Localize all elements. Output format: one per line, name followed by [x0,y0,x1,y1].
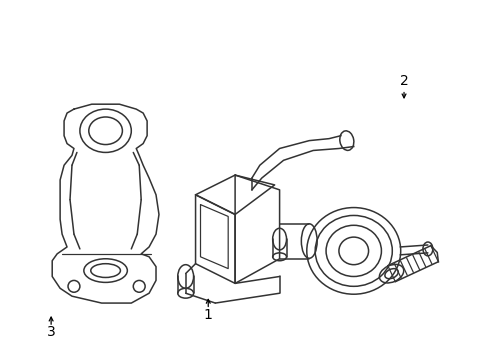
Text: 1: 1 [203,308,212,322]
Text: 3: 3 [47,325,55,339]
Text: 2: 2 [399,74,407,88]
